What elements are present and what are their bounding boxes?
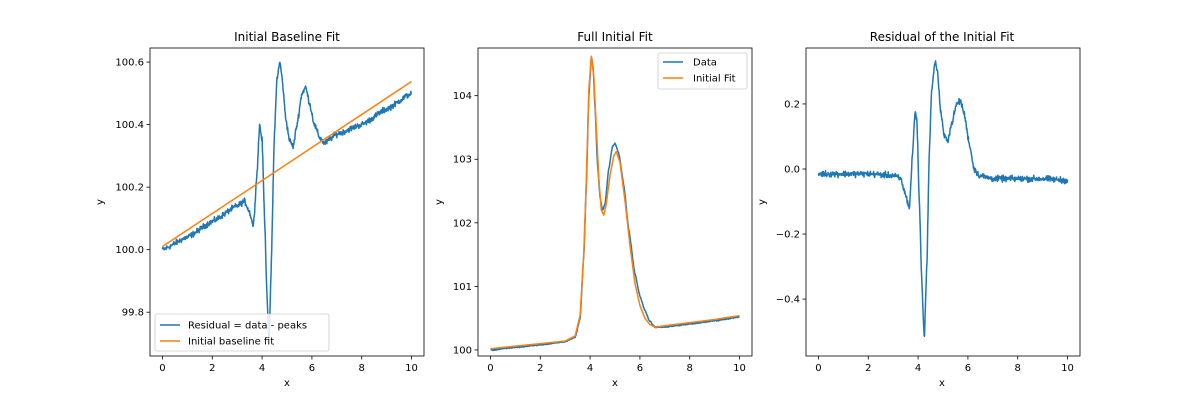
x-tick-label: 8 bbox=[359, 363, 365, 374]
axes-frame bbox=[805, 47, 1081, 357]
plot-area bbox=[478, 48, 752, 356]
series-line-data bbox=[490, 56, 740, 352]
y-tick-label: 100.6 bbox=[115, 58, 144, 69]
y-axis-label: y bbox=[95, 199, 106, 205]
y-tick-label: 104 bbox=[453, 91, 472, 102]
x-tick-label: 10 bbox=[1061, 363, 1074, 374]
legend-entry-baseline-fit: Initial baseline fit bbox=[188, 337, 274, 348]
y-axis-ticks: 99.8 100.0 100.2 100.4 100.6 bbox=[115, 58, 150, 319]
legend: Data Initial Fit bbox=[657, 52, 748, 90]
y-axis-label: y bbox=[757, 199, 768, 205]
x-tick-label: 2 bbox=[209, 363, 215, 374]
y-tick-label: 0.2 bbox=[784, 99, 800, 110]
legend: Residual = data - peaks Initial baseline… bbox=[154, 313, 330, 352]
x-tick-label: 10 bbox=[405, 363, 418, 374]
axes-frame bbox=[477, 47, 753, 357]
y-tick-label: 99.8 bbox=[122, 308, 144, 319]
y-tick-label: 103 bbox=[453, 155, 472, 166]
legend-entry-initial-fit: Initial Fit bbox=[693, 74, 736, 85]
legend-entry-residual: Residual = data - peaks bbox=[188, 321, 307, 332]
y-axis-label: y bbox=[434, 199, 445, 205]
y-tick-label: 100.2 bbox=[115, 183, 144, 194]
x-axis-ticks: 0 2 4 6 8 10 bbox=[159, 356, 418, 374]
x-tick-label: 6 bbox=[637, 363, 643, 374]
y-tick-label: 0.0 bbox=[784, 164, 800, 175]
y-axis-ticks: 100 101 102 103 104 bbox=[453, 91, 478, 356]
x-tick-label: 2 bbox=[865, 363, 871, 374]
series-line-residual-data-peaks bbox=[161, 61, 413, 339]
x-tick-label: 0 bbox=[815, 363, 821, 374]
series-line-residual bbox=[817, 60, 1069, 338]
x-tick-label: 2 bbox=[537, 363, 543, 374]
x-axis-label: x bbox=[612, 378, 618, 389]
plot-area bbox=[806, 48, 1080, 356]
x-tick-label: 6 bbox=[965, 363, 971, 374]
series-layer bbox=[490, 55, 740, 352]
legend-box bbox=[154, 313, 330, 352]
y-tick-label: −0.4 bbox=[776, 295, 800, 306]
x-tick-label: 4 bbox=[915, 363, 921, 374]
y-tick-label: 100.4 bbox=[115, 120, 144, 131]
x-tick-label: 10 bbox=[733, 363, 746, 374]
x-tick-label: 0 bbox=[487, 363, 493, 374]
y-tick-label: 100 bbox=[453, 345, 472, 356]
y-axis-ticks: −0.4 −0.2 0.0 0.2 bbox=[776, 99, 806, 306]
x-axis-ticks: 0 2 4 6 8 10 bbox=[815, 356, 1074, 374]
x-tick-label: 4 bbox=[259, 363, 265, 374]
axes-frame bbox=[149, 47, 425, 357]
plot-area bbox=[150, 48, 424, 356]
x-tick-label: 0 bbox=[159, 363, 165, 374]
series-line-initial-baseline-fit bbox=[162, 80, 412, 248]
x-tick-label: 8 bbox=[1015, 363, 1021, 374]
y-tick-label: 101 bbox=[453, 282, 472, 293]
y-tick-label: −0.2 bbox=[776, 230, 800, 241]
series-layer bbox=[161, 61, 413, 339]
panel-full-initial-fit: Full Initial Fit 0 2 4 6 8 10 100 101 102 103 104… bbox=[434, 30, 753, 389]
chart-title: Residual of the Initial Fit bbox=[870, 30, 1015, 44]
y-tick-label: 100.0 bbox=[115, 245, 144, 256]
legend-entry-data: Data bbox=[693, 58, 717, 69]
panel-residual-initial-fit: Residual of the Initial Fit 0 2 4 6 8 10 −0.4… bbox=[757, 30, 1081, 389]
x-axis-ticks: 0 2 4 6 8 10 bbox=[487, 356, 746, 374]
series-line-initial-fit bbox=[490, 55, 740, 350]
x-tick-label: 8 bbox=[687, 363, 693, 374]
x-axis-label: x bbox=[939, 378, 945, 389]
series-layer bbox=[817, 60, 1069, 338]
x-tick-label: 4 bbox=[587, 363, 593, 374]
panel-initial-baseline-fit: Initial Baseline Fit 0 2 4 6 8 10 99.8 100.0 10… bbox=[95, 30, 425, 389]
chart-title: Initial Baseline Fit bbox=[234, 30, 340, 44]
y-tick-label: 102 bbox=[453, 218, 472, 229]
x-axis-label: x bbox=[284, 378, 290, 389]
x-tick-label: 6 bbox=[309, 363, 315, 374]
chart-title: Full Initial Fit bbox=[577, 30, 653, 44]
